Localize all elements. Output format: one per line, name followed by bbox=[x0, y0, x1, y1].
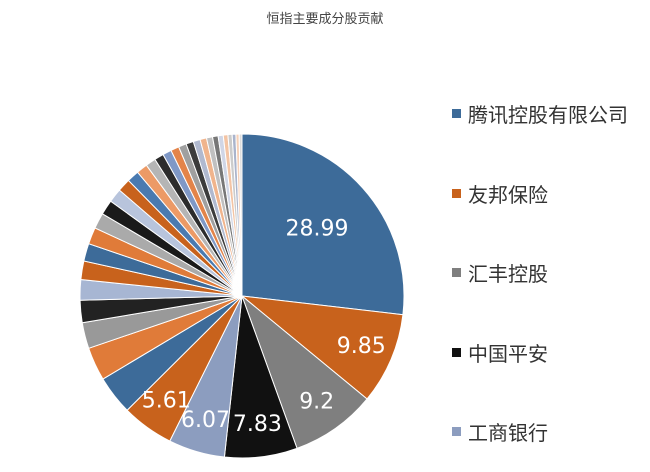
legend-swatch bbox=[452, 268, 461, 278]
legend-item-tencent: 腾讯控股有限公司 bbox=[452, 74, 650, 154]
slice-data-label: 28.99 bbox=[286, 217, 349, 242]
slice-data-label: 7.83 bbox=[233, 412, 282, 437]
slice-data-label: 9.2 bbox=[299, 389, 334, 414]
legend-swatch bbox=[452, 188, 461, 198]
pie-slice-36 bbox=[238, 133, 243, 297]
legend-label: 汇丰控股 bbox=[468, 262, 548, 287]
pie-slice-3 bbox=[240, 294, 368, 450]
legend-label: 腾讯控股有限公司 bbox=[468, 103, 628, 128]
slice-data-label: 5.61 bbox=[142, 389, 191, 414]
slice-data-label: 6.07 bbox=[181, 408, 230, 433]
pie-slice-2 bbox=[240, 295, 404, 400]
legend-label: 工商银行 bbox=[468, 421, 548, 446]
slice-data-label: 9.85 bbox=[337, 334, 386, 359]
legend-item-hsbc: 汇丰控股 bbox=[452, 233, 650, 313]
legend-item-aia: 友邦保险 bbox=[452, 154, 650, 234]
chart-title: 恒指主要成分股贡献 bbox=[266, 12, 384, 27]
legend-item-icbc: 工商银行 bbox=[452, 392, 650, 472]
chart-legend: 腾讯控股有限公司 友邦保险 汇丰控股 中国平安 工商银行 bbox=[452, 74, 650, 472]
legend-label: 中国平安 bbox=[468, 341, 548, 366]
legend-swatch bbox=[452, 109, 461, 119]
legend-item-ping-an: 中国平安 bbox=[452, 313, 650, 393]
pie-slice-1 bbox=[241, 133, 405, 316]
legend-label: 友邦保险 bbox=[468, 182, 548, 207]
legend-swatch bbox=[452, 347, 461, 357]
legend-swatch bbox=[452, 427, 461, 437]
